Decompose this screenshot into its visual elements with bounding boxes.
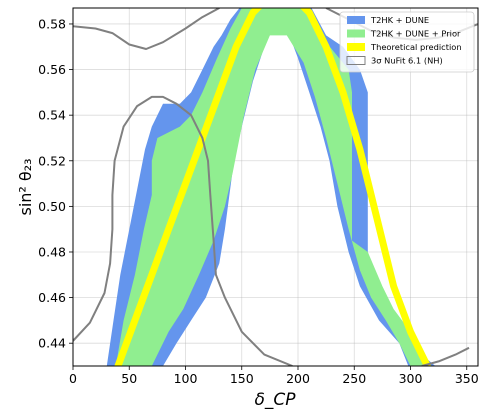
x-tick-label: 100	[174, 371, 198, 386]
y-tick-label: 0.54	[38, 108, 66, 123]
legend: T2HK + DUNE T2HK + DUNE + Prior Theoretica…	[339, 11, 475, 73]
legend-box	[339, 11, 475, 73]
y-tick-label: 0.58	[38, 16, 66, 31]
regions	[106, 8, 436, 366]
x-tick-label: 250	[342, 371, 366, 386]
x-axis-label: δ_CP	[254, 390, 296, 410]
x-tick-label: 350	[455, 371, 479, 386]
nufit-contour	[421, 346, 470, 366]
legend-swatch	[347, 29, 365, 38]
x-tick-label: 200	[286, 371, 310, 386]
y-tick-label: 0.46	[38, 290, 66, 305]
x-tick-label: 50	[121, 371, 137, 386]
legend-label: 3σ NuFit 6.1 (NH)	[371, 56, 443, 66]
y-tick-label: 0.44	[38, 336, 66, 351]
legend-swatch	[347, 43, 365, 51]
x-tick-label: 150	[230, 371, 254, 386]
y-tick-label: 0.56	[38, 62, 66, 77]
legend-label: T2HK + DUNE + Prior	[370, 29, 461, 39]
nufit-contour	[73, 95, 293, 366]
legend-label: Theoretical prediction	[370, 42, 462, 52]
y-tick-label: 0.50	[38, 199, 66, 214]
legend-label: T2HK + DUNE	[370, 15, 429, 25]
legend-swatch	[347, 16, 365, 24]
x-tick-label: 0	[69, 371, 77, 386]
y-axis-label: sin² θ₂₃	[16, 158, 35, 215]
x-tick-label: 300	[399, 371, 423, 386]
legend-swatch	[346, 56, 366, 65]
y-tick-label: 0.52	[38, 153, 66, 168]
ticks: 0 50 100 150 200 250 300 350 0.44 0.46 0.48 0.50 0.5…	[38, 16, 479, 386]
y-tick-label: 0.48	[38, 244, 66, 259]
theoretical-prediction-line	[114, 8, 431, 366]
nufit-contour	[73, 8, 220, 50]
plot-frame	[72, 7, 479, 367]
